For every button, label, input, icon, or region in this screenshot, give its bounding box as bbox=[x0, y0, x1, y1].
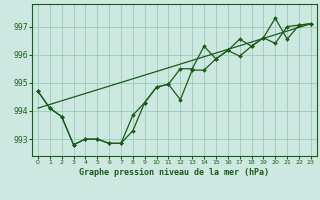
X-axis label: Graphe pression niveau de la mer (hPa): Graphe pression niveau de la mer (hPa) bbox=[79, 168, 269, 177]
